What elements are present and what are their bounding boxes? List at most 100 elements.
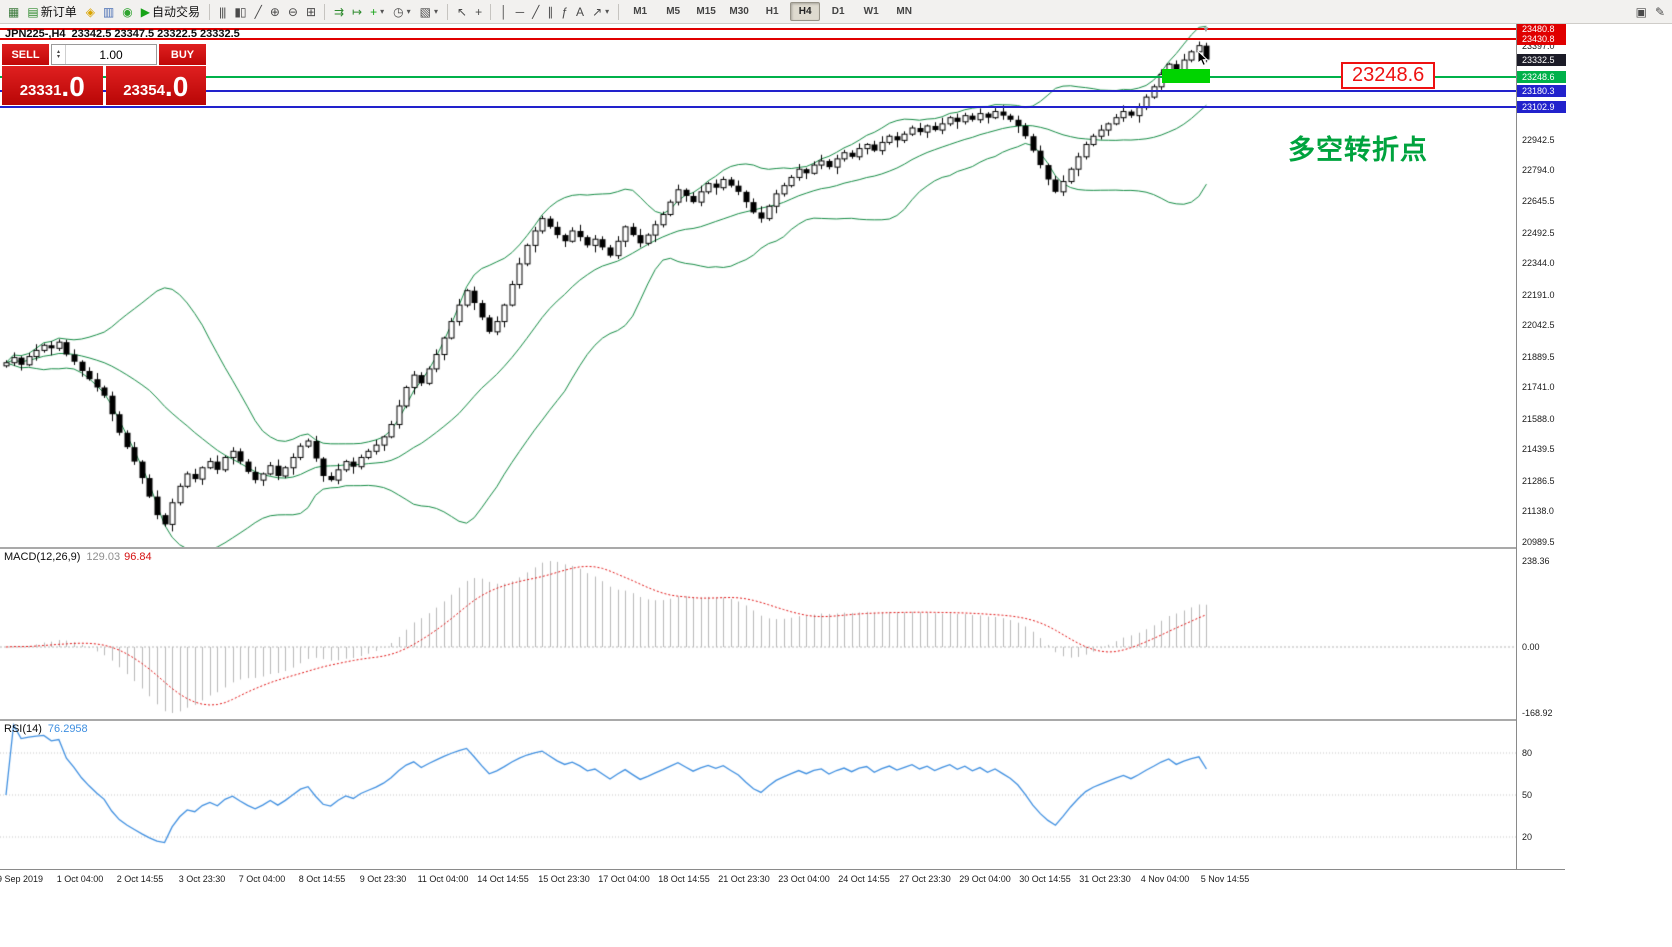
time-axis-label: 18 Oct 14:55 <box>658 874 710 884</box>
highlight-rectangle[interactable] <box>1162 69 1210 83</box>
text-icon-glyph: A <box>576 4 584 19</box>
zoom-out-icon[interactable]: ⊖ <box>284 2 301 22</box>
expert-advisors-icon[interactable]: ◉ <box>118 2 135 22</box>
panel-separator-macd[interactable] <box>0 547 1565 549</box>
indicators-button[interactable]: + ▾ <box>366 2 388 22</box>
auto-scroll-icon-glyph: ⇉ <box>334 4 344 19</box>
timeframe-m15[interactable]: M15 <box>696 6 716 17</box>
toolbar-separator <box>209 3 211 20</box>
autotrading-button-label: 自动交易 <box>152 5 201 19</box>
horizontal-line-23248.6[interactable] <box>0 75 1516 78</box>
price-scale-tick: 21889.5 <box>1522 351 1555 362</box>
crosshair-icon[interactable]: + <box>471 2 485 22</box>
price-scale-tick: 22942.5 <box>1522 134 1555 145</box>
timeframe-m5[interactable]: M5 <box>666 6 681 17</box>
sell-button[interactable]: SELL <box>2 44 49 65</box>
buy-button[interactable]: BUY <box>159 44 206 65</box>
trendline-icon-glyph: ╱ <box>532 4 539 19</box>
trendline-icon[interactable]: ╱ <box>528 2 542 22</box>
timeframe-m1[interactable]: M1 <box>633 6 648 17</box>
periods-button[interactable]: ◷ ▾ <box>389 2 415 22</box>
panel-separator-rsi[interactable] <box>0 719 1565 721</box>
dropdown-caret-icon: ▾ <box>380 7 385 16</box>
horizontal-line-icon[interactable]: ─ <box>512 2 528 22</box>
fibonacci-icon[interactable]: ƒ <box>557 2 571 22</box>
price-scale-tick: 22492.5 <box>1522 227 1555 238</box>
price-callout-label[interactable]: 23248.6 <box>1341 62 1436 89</box>
sell-price-button[interactable]: 23331.0 <box>2 66 103 105</box>
timeframe-h1[interactable]: H1 <box>765 6 779 17</box>
timeframe-m30[interactable]: M30 <box>729 6 749 17</box>
grid-icon-glyph: ⊞ <box>305 4 316 19</box>
chart-annotation-text[interactable]: 多空转折点 <box>1288 135 1428 165</box>
one-click-trading-panel: SELL ▴ ▾ 1.00 BUY 23331.0 23354.0 <box>2 44 206 105</box>
price-scale-chip: 23480.8 <box>1517 23 1566 35</box>
templates-button[interactable]: ▧ ▾ <box>416 2 442 22</box>
timeframe-h4[interactable]: H4 <box>790 2 821 21</box>
market-watch-icon[interactable]: ▥ <box>99 2 117 22</box>
metaeditor-icon[interactable]: ◈ <box>82 2 98 22</box>
autotrading-button-glyph: ▶ <box>140 4 150 19</box>
zoom-in-icon[interactable]: ⊕ <box>266 2 283 22</box>
price-scale-chip: 23430.8 <box>1517 33 1566 46</box>
text-icon[interactable]: A <box>572 2 587 22</box>
line-chart-icon[interactable]: ╱ <box>251 2 265 22</box>
time-axis-label: 5 Nov 14:55 <box>1200 874 1250 884</box>
price-scale-tick: 22344.0 <box>1522 258 1555 269</box>
cursor-icon[interactable]: ↖ <box>453 2 470 22</box>
rsi-indicator-canvas[interactable] <box>0 721 1516 869</box>
chart-shift-icon[interactable]: ↦ <box>348 2 365 22</box>
new-order-button[interactable]: ▤ 新订单 <box>23 2 80 22</box>
time-axis-label: 17 Oct 04:00 <box>598 874 650 884</box>
sell-price-fraction: .0 <box>61 71 85 102</box>
price-chart-canvas[interactable] <box>0 24 1516 547</box>
price-scale-tick: 21286.5 <box>1522 475 1555 486</box>
auto-scroll-icon[interactable]: ⇉ <box>330 2 347 22</box>
arrows-button[interactable]: ↗ ▾ <box>588 2 613 22</box>
macd-signal-value: 96.84 <box>124 551 152 563</box>
line-chart-icon-glyph: ╱ <box>254 4 262 19</box>
horizontal-line-23102.9[interactable] <box>0 105 1516 108</box>
periods-button-glyph: ◷ <box>393 4 404 19</box>
price-scale-tick: 22191.0 <box>1522 289 1555 300</box>
autotrading-button[interactable]: ▶ 自动交易 <box>137 2 204 22</box>
time-axis-label: 31 Oct 23:30 <box>1079 874 1131 884</box>
panel-pencil-icon-glyph: ✎ <box>1654 4 1665 19</box>
chart-window: 23248.6 多空转折点 JPN225-,H4 23342.5 23347.5 … <box>0 23 1672 947</box>
new-chart-icon-glyph: ▦ <box>8 4 19 19</box>
grid-icon[interactable]: ⊞ <box>302 2 319 22</box>
horizontal-line-23430.8[interactable] <box>0 38 1516 41</box>
expert-advisors-icon-glyph: ◉ <box>122 4 133 19</box>
horizontal-line-23480.8[interactable] <box>0 28 1516 30</box>
timeframe-mn[interactable]: MN <box>896 6 912 17</box>
price-scale[interactable]: 23397.0 22942.5 22794.0 22645.5 22492.5 22344… <box>1516 23 1566 869</box>
rsi-value: 76.2958 <box>47 723 88 735</box>
lot-spinner-up-icon[interactable]: ▴ <box>56 48 60 55</box>
vertical-line-icon[interactable]: │ <box>496 2 511 22</box>
bar-chart-icon-glyph: ||| <box>219 4 226 19</box>
macd-value: 129.03 <box>86 551 121 563</box>
timeframe-w1[interactable]: W1 <box>863 6 879 17</box>
time-axis-label: 24 Oct 14:55 <box>838 874 890 884</box>
time-axis-label: 3 Oct 23:30 <box>178 874 226 884</box>
macd-scale-tick: 238.36 <box>1522 556 1550 566</box>
lot-spinner[interactable]: ▴ ▾ <box>52 45 66 64</box>
cursor-icon-glyph: ↖ <box>457 4 467 19</box>
price-scale-tick: 22794.0 <box>1522 165 1555 176</box>
buy-price-button[interactable]: 23354.0 <box>105 66 206 105</box>
time-axis-label: 14 Oct 14:55 <box>477 874 529 884</box>
lot-spinner-down-icon[interactable]: ▾ <box>56 53 60 60</box>
macd-indicator-canvas[interactable] <box>0 549 1516 719</box>
rsi-name: RSI(14) <box>4 723 42 735</box>
panel-pencil-icon[interactable]: ✎ <box>1651 2 1668 22</box>
time-axis-label: 7 Oct 04:00 <box>238 874 286 884</box>
new-chart-icon[interactable]: ▦ <box>4 2 22 22</box>
lot-size-field[interactable]: ▴ ▾ 1.00 <box>51 44 157 65</box>
equidistant-channel-icon[interactable]: ∥ <box>543 2 556 22</box>
panel-window-icon[interactable]: ▣ <box>1632 2 1650 22</box>
bar-chart-icon[interactable]: ||| <box>215 2 229 22</box>
candlestick-chart-icon[interactable]: ▮▯ <box>230 2 249 22</box>
time-axis[interactable]: 9 Sep 2019 1 Oct 04:00 2 Oct 14:55 3 Oct 23… <box>0 869 1565 894</box>
timeframe-d1[interactable]: D1 <box>831 6 845 17</box>
horizontal-line-23180.3[interactable] <box>0 89 1516 92</box>
